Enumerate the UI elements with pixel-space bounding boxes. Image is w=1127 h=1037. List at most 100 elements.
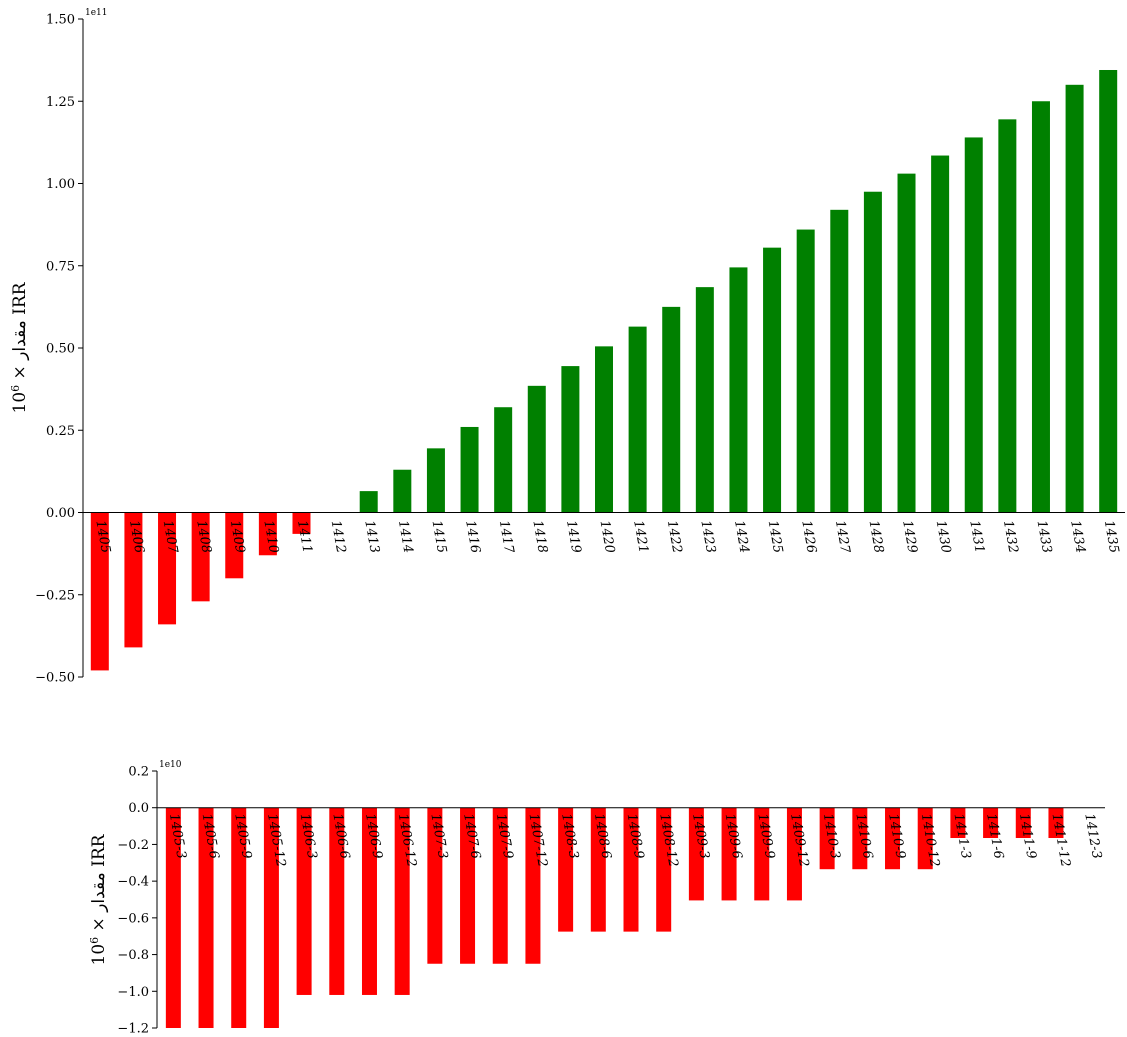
bar-1408-6 bbox=[590, 807, 606, 932]
x-tick-label: 1417 bbox=[496, 519, 517, 555]
x-tick-label: 1411 bbox=[294, 519, 315, 554]
bar-1425 bbox=[763, 247, 782, 513]
bar-1410 bbox=[258, 512, 277, 556]
bar-1411-3 bbox=[950, 807, 966, 839]
y-tick-label: 0.2 bbox=[128, 765, 149, 780]
y-tick-label: 0.0 bbox=[128, 801, 149, 816]
x-tick-label: 1422 bbox=[664, 519, 685, 554]
x-tick-label: 1426 bbox=[798, 519, 819, 554]
bar-1434 bbox=[1065, 84, 1084, 513]
y-tick-label: 0.75 bbox=[46, 259, 75, 274]
y-axis-label-suffix: IRR bbox=[10, 281, 30, 320]
y-tick-label: 1.00 bbox=[46, 177, 75, 192]
bar-1414 bbox=[393, 469, 412, 513]
x-tick-label: 1412-3 bbox=[1081, 812, 1104, 860]
bar-1408-3 bbox=[558, 807, 574, 932]
x-tick-label: 1423 bbox=[697, 519, 718, 554]
bar-1413 bbox=[359, 491, 378, 513]
bar-1409-12 bbox=[786, 807, 802, 901]
x-tick-label: 1412 bbox=[328, 519, 349, 554]
x-tick-label: 1427 bbox=[832, 519, 853, 555]
top-bar-chart: −0.50 −0.25 0.00 0.25 0.50 0.75 1.00 1.25 1.50 1e… bbox=[9, 8, 1125, 686]
x-tick-label: 1420 bbox=[597, 519, 618, 554]
axis-offset-text: 1e10 bbox=[159, 760, 182, 770]
x-tick-label: 1408 bbox=[193, 519, 214, 554]
bar-1419 bbox=[561, 366, 580, 513]
x-tick-label: 1425 bbox=[765, 519, 786, 554]
bottom-bar-chart: −1.2−1.0−0.8−0.6−0.4−0.20.00.2 1e101405-3… bbox=[88, 760, 1105, 1037]
bar-1411-9 bbox=[1015, 807, 1031, 839]
x-tick-label: 1418 bbox=[529, 519, 550, 554]
bar-1406-3 bbox=[296, 807, 312, 995]
bar-1411 bbox=[292, 512, 311, 534]
y-axis-label-suffix: IRR bbox=[89, 833, 109, 872]
bar-1433 bbox=[1031, 101, 1050, 513]
axis-offset-text: 1e11 bbox=[85, 8, 108, 18]
x-tick-label: 1434 bbox=[1067, 519, 1088, 554]
bar-1407-9 bbox=[492, 807, 508, 964]
bar-1409-9 bbox=[754, 807, 770, 901]
y-tick-label: −1.0 bbox=[117, 985, 149, 1000]
y-tick-label: 0.50 bbox=[46, 342, 75, 357]
bar-1429 bbox=[897, 173, 916, 513]
y-tick-label: −1.2 bbox=[117, 1022, 149, 1037]
bar-1405-6 bbox=[198, 807, 214, 1028]
bar-1411-6 bbox=[983, 807, 999, 839]
y-axis-label: مقدار × 106 IRR bbox=[9, 281, 31, 413]
y-axis-label-exponent: 6 bbox=[88, 937, 101, 944]
x-tick-label: 1409 bbox=[227, 519, 248, 554]
bar-1406-12 bbox=[394, 807, 410, 995]
bar-1405-9 bbox=[231, 807, 247, 1028]
y-tick-label: −0.2 bbox=[117, 838, 149, 853]
bar-1420 bbox=[595, 346, 613, 513]
bar-1416 bbox=[460, 426, 479, 513]
y-axis-label-exponent: 6 bbox=[9, 385, 22, 392]
bar-1428 bbox=[863, 191, 882, 513]
bar-1408-9 bbox=[623, 807, 639, 932]
bar-1408-12 bbox=[656, 807, 672, 932]
bar-1415 bbox=[426, 448, 445, 513]
bar-1411-12 bbox=[1048, 807, 1064, 839]
bar-1407 bbox=[158, 512, 177, 625]
y-tick-label: −0.50 bbox=[35, 671, 75, 686]
x-tick-label: 1415 bbox=[429, 519, 450, 554]
x-tick-label: 1407 bbox=[160, 519, 181, 555]
x-tick-label: 1433 bbox=[1034, 519, 1055, 554]
bar-1406-9 bbox=[361, 807, 377, 995]
bar-1406-6 bbox=[329, 807, 345, 995]
bar-1435 bbox=[1099, 69, 1118, 513]
y-tick-label: 0.00 bbox=[46, 506, 75, 521]
bar-1410-6 bbox=[852, 807, 868, 870]
bar-1418 bbox=[527, 385, 546, 513]
x-tick-label: 1432 bbox=[1000, 519, 1021, 554]
y-tick-label: −0.4 bbox=[117, 875, 149, 890]
x-tick-label: 1411-12 bbox=[1049, 812, 1073, 868]
y-tick-label: −0.8 bbox=[117, 948, 149, 963]
y-axis-label-prefix: مقدار × 10 bbox=[89, 872, 109, 965]
bar-1430 bbox=[931, 155, 950, 513]
bar-1417 bbox=[494, 407, 513, 513]
bar-1407-6 bbox=[460, 807, 476, 964]
bar-1406 bbox=[124, 512, 143, 648]
bar-1424 bbox=[729, 267, 748, 513]
bar-1432 bbox=[998, 119, 1017, 513]
bar-1421 bbox=[628, 326, 647, 513]
x-tick-label: 1430 bbox=[933, 519, 954, 554]
y-tick-label: −0.25 bbox=[35, 588, 75, 603]
bar-1407-12 bbox=[525, 807, 541, 964]
bar-1405 bbox=[90, 512, 109, 671]
x-tick-label: 1416 bbox=[462, 519, 483, 554]
bar-1422 bbox=[662, 306, 681, 513]
bar-1423 bbox=[695, 287, 714, 513]
x-tick-label: 1429 bbox=[899, 519, 920, 554]
x-tick-label: 1421 bbox=[630, 519, 651, 554]
x-tick-label: 1405 bbox=[92, 519, 113, 554]
x-tick-label: 1428 bbox=[866, 519, 887, 554]
bar-1410-12 bbox=[917, 807, 933, 870]
x-tick-label: 1424 bbox=[731, 519, 752, 554]
bar-1410-3 bbox=[819, 807, 835, 870]
y-tick-label: 1.25 bbox=[46, 95, 75, 110]
bar-1408 bbox=[191, 512, 210, 602]
y-tick-label: 0.25 bbox=[46, 424, 75, 439]
